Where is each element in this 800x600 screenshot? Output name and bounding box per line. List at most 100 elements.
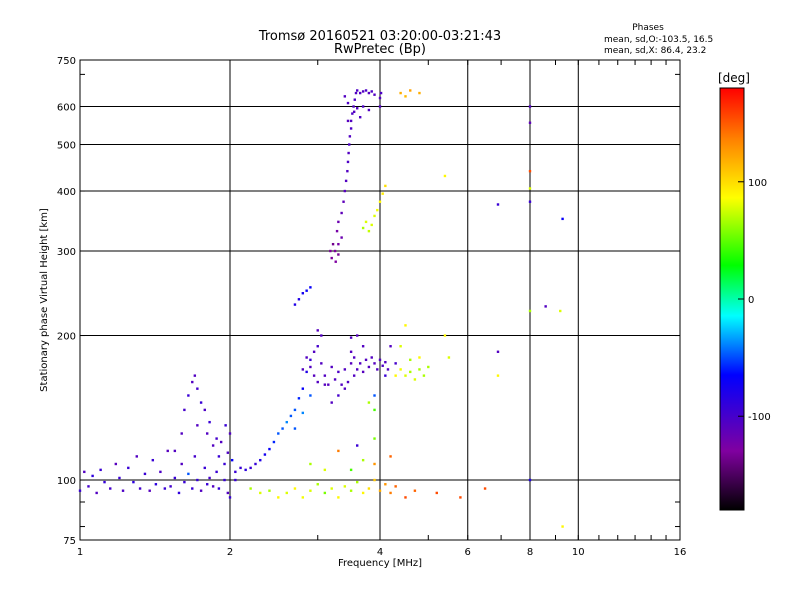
data-point — [352, 356, 356, 359]
data-point — [528, 309, 532, 313]
data-point — [208, 420, 211, 424]
data-point — [373, 408, 376, 412]
data-point — [358, 362, 362, 365]
data-point — [154, 483, 158, 486]
data-point — [394, 362, 397, 365]
data-point — [349, 336, 353, 339]
data-point — [211, 485, 215, 488]
data-point — [348, 143, 351, 146]
data-point — [381, 192, 384, 195]
data-point — [373, 214, 376, 218]
x-tick-label: 1 — [77, 547, 83, 558]
data-point — [346, 169, 349, 173]
y-tick-label: 75 — [63, 536, 76, 547]
data-point — [309, 489, 312, 492]
data-point — [378, 96, 382, 100]
data-point — [199, 489, 203, 492]
data-point — [342, 200, 345, 203]
data-point — [364, 220, 368, 224]
data-point — [343, 189, 347, 193]
data-point — [305, 289, 308, 292]
data-point — [381, 364, 384, 367]
colorbar-tick-label: 100 — [748, 178, 767, 189]
data-point — [346, 380, 350, 384]
data-point — [173, 476, 177, 480]
data-point — [196, 478, 199, 482]
data-point — [293, 427, 297, 430]
data-point — [367, 108, 371, 112]
data-point — [312, 350, 316, 353]
data-point — [99, 468, 102, 472]
data-point — [335, 229, 339, 233]
data-point — [316, 483, 319, 486]
data-point — [215, 470, 218, 474]
data-point — [443, 174, 447, 178]
data-point — [224, 424, 227, 427]
data-point — [169, 485, 172, 488]
data-point — [234, 470, 237, 474]
data-point — [340, 236, 343, 239]
data-point — [413, 378, 417, 381]
colorbar-tick-label: 0 — [748, 295, 754, 306]
data-point — [312, 374, 316, 377]
stats-x-line: mean, sd,X: 86.4, 23.2 — [604, 46, 706, 56]
data-point — [323, 374, 327, 377]
data-point — [355, 444, 359, 447]
data-point — [337, 496, 340, 499]
y-tick-label: 400 — [57, 187, 76, 198]
data-point — [177, 491, 181, 495]
data-point — [409, 370, 412, 374]
data-point — [151, 458, 155, 462]
data-point — [361, 345, 365, 348]
data-point — [268, 447, 271, 451]
data-point — [389, 491, 392, 495]
data-point — [496, 203, 500, 206]
data-point — [330, 365, 333, 369]
data-point — [418, 91, 421, 95]
data-point — [528, 105, 532, 108]
chart-subtitle: RwPretec (Bp) — [334, 42, 426, 57]
data-point — [544, 305, 547, 308]
data-point — [244, 468, 247, 472]
data-point — [109, 487, 112, 490]
data-point — [561, 217, 564, 221]
data-point — [143, 472, 147, 476]
data-point — [191, 487, 194, 490]
axis-ticks: 1 2 4 6 8 10 16 75 100 200 300 400 500 600 750 — [57, 56, 686, 558]
data-point — [293, 303, 297, 306]
data-point — [305, 370, 308, 374]
stats-o-line: mean, sd,O:-103.5, 16.5 — [604, 35, 713, 45]
data-point — [191, 380, 194, 384]
data-point — [323, 491, 327, 495]
data-point — [316, 345, 319, 348]
data-point — [333, 378, 337, 381]
data-point — [281, 427, 284, 430]
data-point — [297, 397, 301, 400]
data-point — [293, 408, 297, 412]
data-point — [373, 478, 376, 482]
data-point — [370, 90, 373, 93]
data-point — [358, 116, 362, 119]
data-point — [309, 394, 312, 397]
y-tick-label: 200 — [57, 332, 76, 343]
data-point — [78, 489, 82, 492]
data-point — [223, 478, 226, 482]
data-point — [187, 472, 190, 476]
data-point — [361, 491, 365, 495]
data-point — [384, 360, 387, 364]
data-point — [219, 440, 223, 444]
data-point — [378, 105, 382, 108]
data-point — [211, 444, 215, 447]
data-point — [559, 309, 562, 313]
data-point — [528, 187, 532, 190]
data-point — [361, 226, 365, 230]
data-point — [367, 365, 371, 369]
y-axis-label: Stationary phase Virtual Height [km] — [39, 208, 50, 392]
data-point — [226, 451, 230, 454]
data-point — [226, 491, 230, 495]
data-point — [309, 462, 312, 466]
data-point — [337, 220, 340, 224]
data-point — [259, 491, 262, 495]
data-point — [343, 95, 347, 98]
x-tick-label: 16 — [674, 547, 687, 558]
